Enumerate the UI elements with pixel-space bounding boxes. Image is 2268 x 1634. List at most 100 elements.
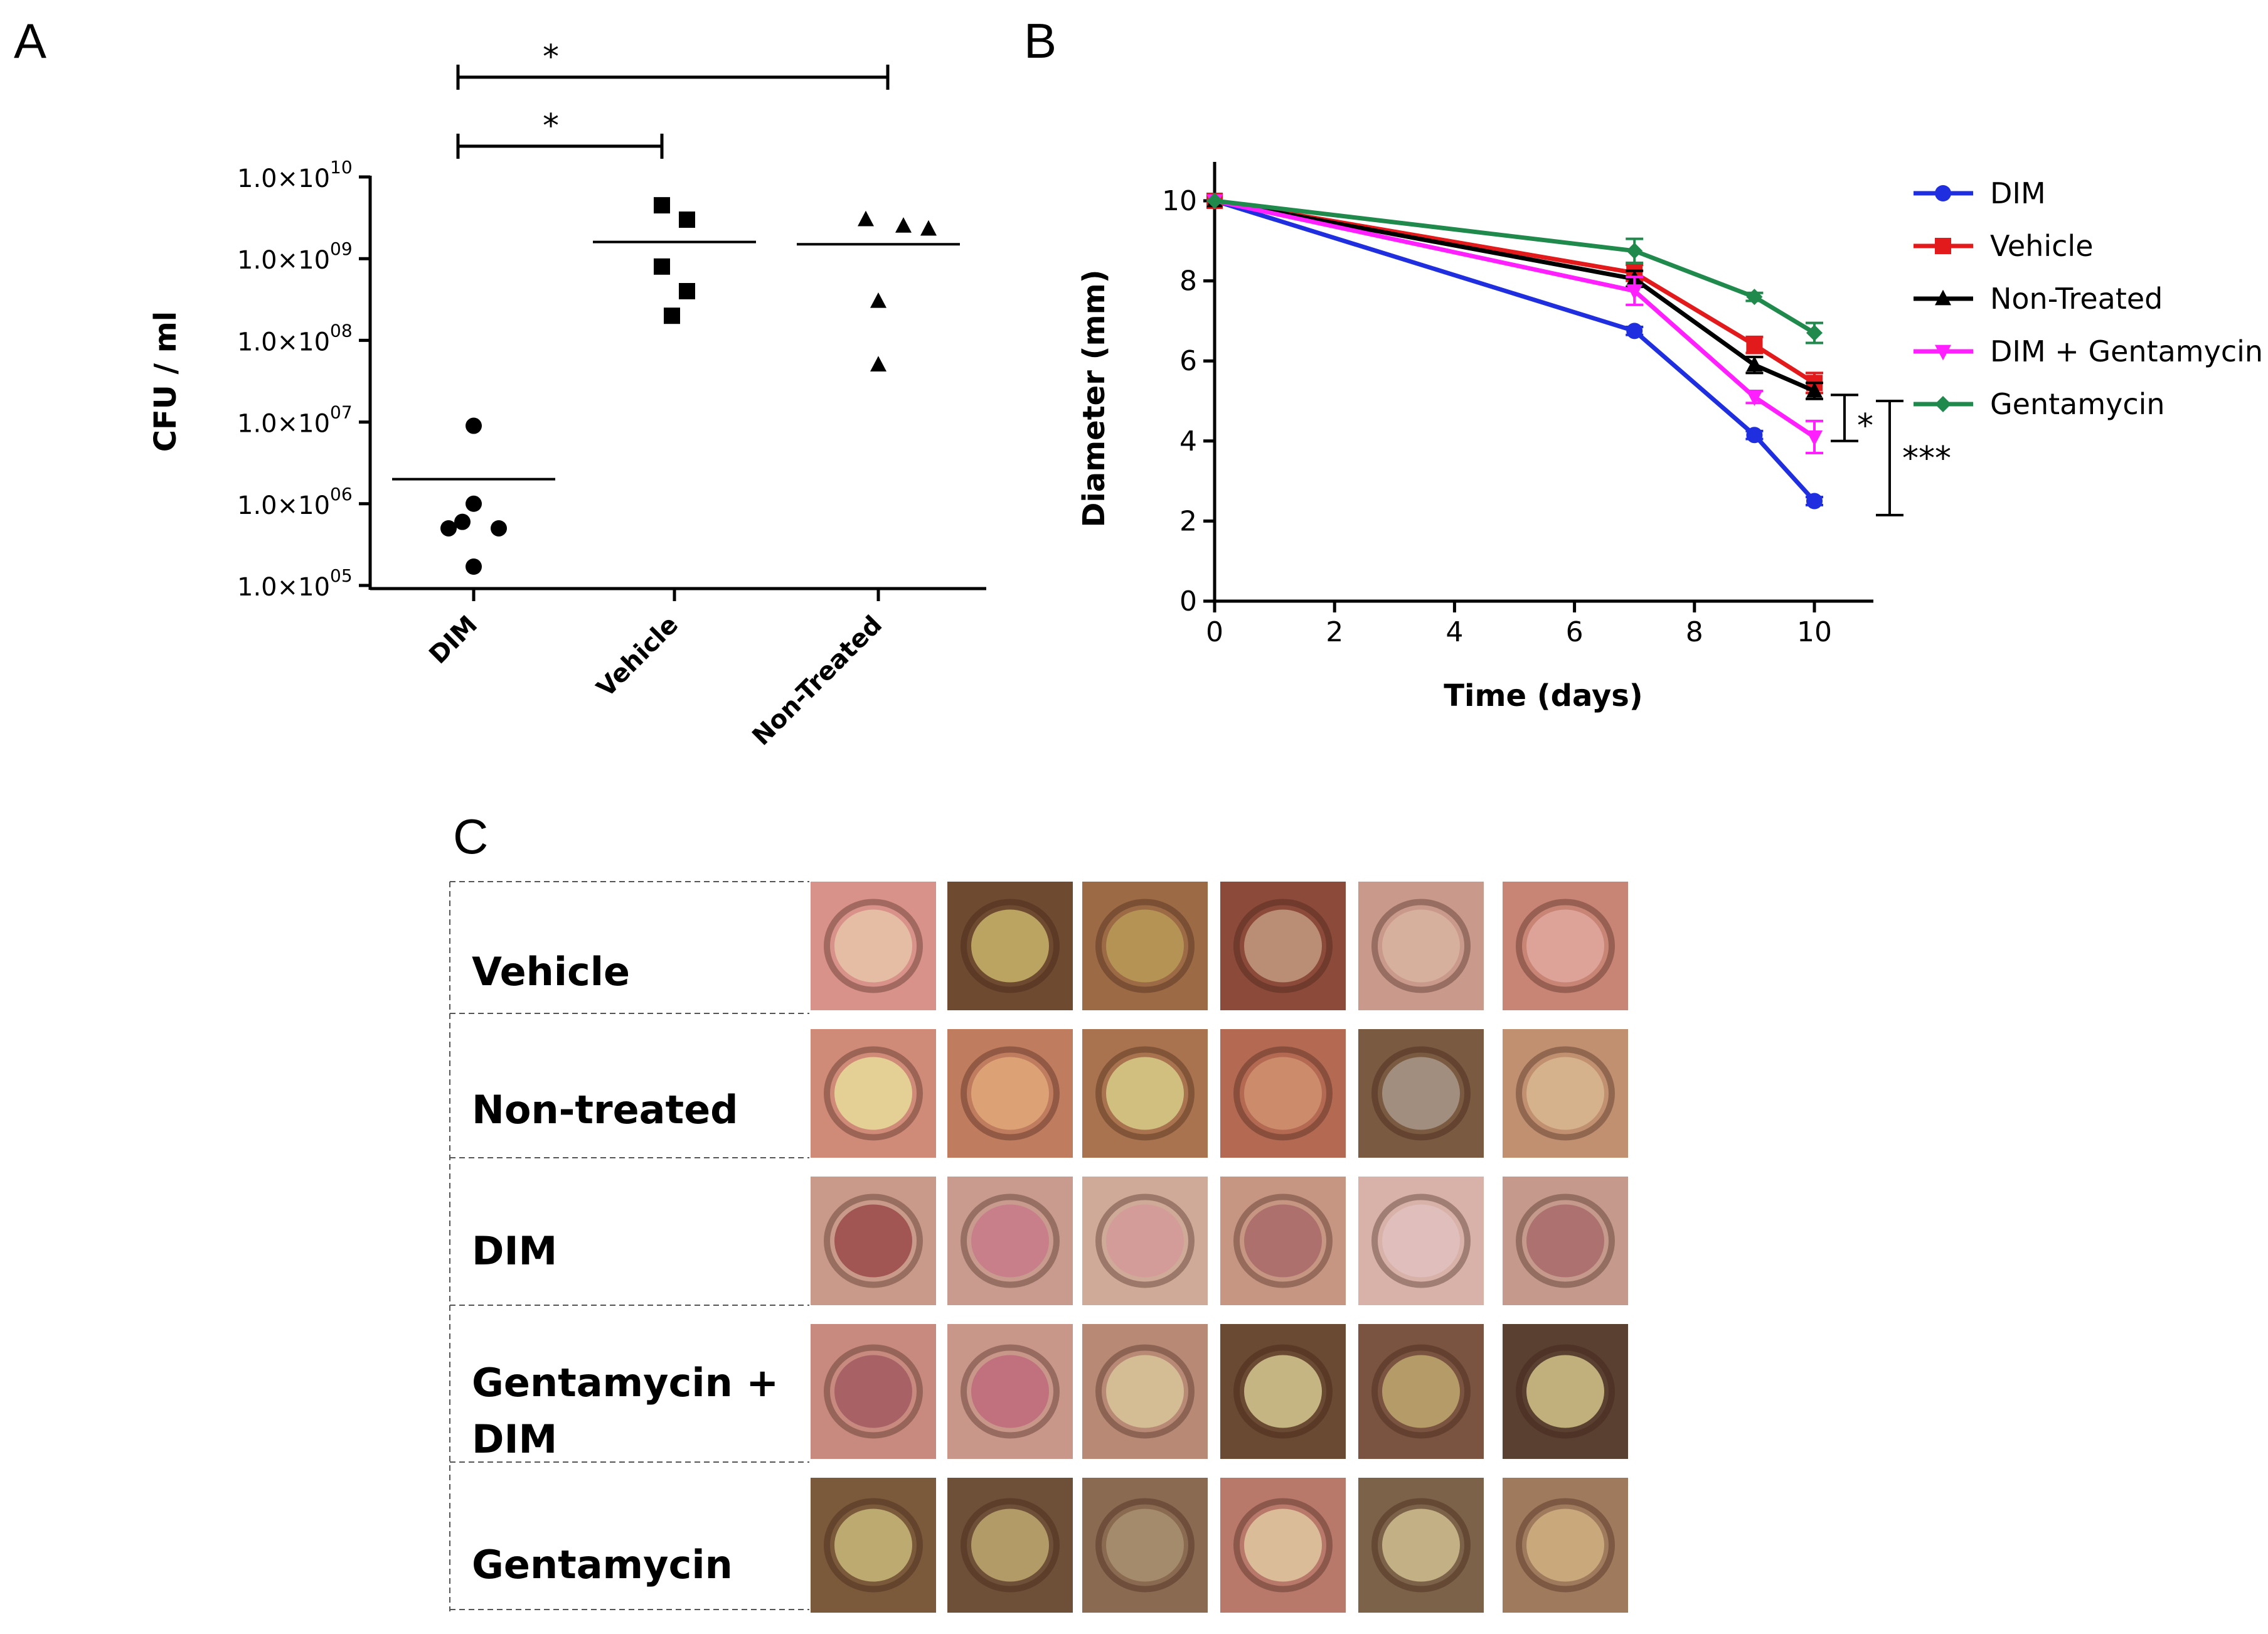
a-y-tick-exponent: 07 xyxy=(330,402,353,423)
c-wound-center xyxy=(1244,1355,1322,1428)
chart-a: CFU / ml 1.0×1005 1.0×1006 1.0×1007 1.0×100… xyxy=(148,38,986,751)
c-wound-rim xyxy=(824,899,923,993)
c-wound-rim xyxy=(961,1046,1060,1141)
c-wound-rim xyxy=(1233,1344,1333,1439)
c-row-label: Vehicle xyxy=(472,949,630,995)
c-wound-center xyxy=(1244,1509,1322,1582)
a-y-tick-exponent: 05 xyxy=(330,565,353,586)
b-legend-label: DIM xyxy=(1990,176,2046,210)
panel-label-a: A xyxy=(14,13,46,68)
c-wound-center xyxy=(1526,1509,1604,1582)
c-wound-center xyxy=(1106,1355,1184,1428)
c-wound-rim xyxy=(1233,1498,1333,1593)
c-wound-center xyxy=(971,909,1049,983)
c-row-label: Gentamycin + xyxy=(472,1360,779,1406)
c-wound-center xyxy=(1382,1509,1460,1582)
a-y-tick-exponent: 06 xyxy=(330,484,353,505)
c-wound-rim xyxy=(824,1193,923,1288)
c-wound-rim xyxy=(1371,1193,1471,1288)
c-row-label: DIM xyxy=(472,1416,557,1462)
a-data-point xyxy=(466,495,482,512)
a-data-point xyxy=(440,520,457,537)
c-wound-rim xyxy=(1233,1046,1333,1141)
chart-b: Diameter (mm) Time (days) 0 2 4 6 8 10 0 2 4 6 8 10… xyxy=(1077,162,2263,713)
b-series-line xyxy=(1214,198,1816,335)
panel-c: Vehicle Non-treated DIM Gentamycin + DIM Gent… xyxy=(449,881,1628,1613)
c-wound-rim xyxy=(1371,1344,1471,1439)
c-wound-center xyxy=(1526,1057,1604,1130)
b-y-tick-label: 6 xyxy=(1179,345,1197,377)
a-data-point xyxy=(664,307,680,324)
b-y-tick-label: 2 xyxy=(1179,505,1197,537)
b-legend-marker xyxy=(1935,289,1951,306)
c-wound-rim xyxy=(961,1344,1060,1439)
b-data-point xyxy=(1806,430,1823,446)
a-y-tick-exponent: 10 xyxy=(330,157,353,178)
b-x-tick-label: 2 xyxy=(1326,616,1343,648)
c-row-label: Gentamycin xyxy=(472,1542,733,1588)
b-series-line xyxy=(1214,198,1816,385)
b-data-point xyxy=(1806,324,1823,341)
c-wound-center xyxy=(1106,909,1184,983)
c-wound-rim xyxy=(1516,899,1615,993)
c-wound-center xyxy=(834,1204,912,1278)
a-significance-label: * xyxy=(543,107,559,145)
c-wound-rim xyxy=(1095,1498,1195,1593)
b-legend-marker xyxy=(1935,185,1951,201)
panel-label-b: B xyxy=(1024,13,1057,68)
b-legend-label: Vehicle xyxy=(1990,229,2094,263)
b-legend-label: Gentamycin xyxy=(1990,387,2165,421)
b-data-point xyxy=(1806,382,1823,398)
b-y-tick-label: 10 xyxy=(1162,185,1197,217)
c-wound-center xyxy=(1244,1057,1322,1130)
a-x-tick-label: Vehicle xyxy=(592,611,684,703)
b-x-tick-label: 8 xyxy=(1686,616,1703,648)
c-wound-rim xyxy=(1095,1344,1195,1439)
c-wound-rim xyxy=(1516,1046,1615,1141)
b-y-tick-label: 4 xyxy=(1179,425,1197,457)
b-data-point xyxy=(1746,289,1763,306)
b-data-point xyxy=(1746,427,1763,444)
c-wound-center xyxy=(834,1057,912,1130)
b-series-line xyxy=(1213,198,1816,503)
c-wound-rim xyxy=(1371,1046,1471,1141)
a-data-point xyxy=(920,220,937,236)
b-series-line xyxy=(1214,198,1816,393)
c-wound-center xyxy=(834,1355,912,1428)
b-data-point xyxy=(1626,242,1643,259)
b-significance-label: *** xyxy=(1902,440,1951,478)
c-wound-center xyxy=(1106,1204,1184,1278)
b-data-point xyxy=(1626,284,1643,300)
c-wound-rim xyxy=(961,1193,1060,1288)
a-y-tick-exponent: 08 xyxy=(330,320,353,341)
b-data-point xyxy=(1746,390,1763,406)
b-legend-label: DIM + Gentamycin xyxy=(1990,334,2263,368)
c-wound-rim xyxy=(1095,1193,1195,1288)
b-significance-label: * xyxy=(1857,407,1873,445)
c-wound-rim xyxy=(1233,899,1333,993)
c-wound-center xyxy=(971,1204,1049,1278)
c-wound-rim xyxy=(1371,899,1471,993)
b-data-point xyxy=(1806,493,1823,510)
b-legend-label: Non-Treated xyxy=(1990,282,2163,316)
a-y-axis-label: CFU / ml xyxy=(148,311,183,452)
a-x-tick-label: DIM xyxy=(423,611,483,670)
c-wound-center xyxy=(1526,909,1604,983)
b-series-line xyxy=(1214,198,1816,439)
b-y-tick-label: 8 xyxy=(1179,265,1197,297)
a-data-point xyxy=(466,558,482,575)
c-row-label: Non-treated xyxy=(472,1087,738,1133)
c-wound-center xyxy=(971,1355,1049,1428)
a-data-point xyxy=(679,283,695,300)
a-y-tick-label: 1.0×1010 xyxy=(237,157,353,193)
c-wound-rim xyxy=(824,1046,923,1141)
b-data-point xyxy=(1626,323,1643,339)
c-wound-center xyxy=(834,909,912,983)
c-wound-center xyxy=(1382,1355,1460,1428)
a-y-tick-label: 1.0×1006 xyxy=(237,484,353,520)
c-wound-rim xyxy=(1095,1046,1195,1141)
a-data-point xyxy=(679,211,695,228)
b-x-tick-label: 6 xyxy=(1566,616,1584,648)
c-wound-rim xyxy=(824,1344,923,1439)
a-y-tick-label: 1.0×1008 xyxy=(237,320,353,356)
